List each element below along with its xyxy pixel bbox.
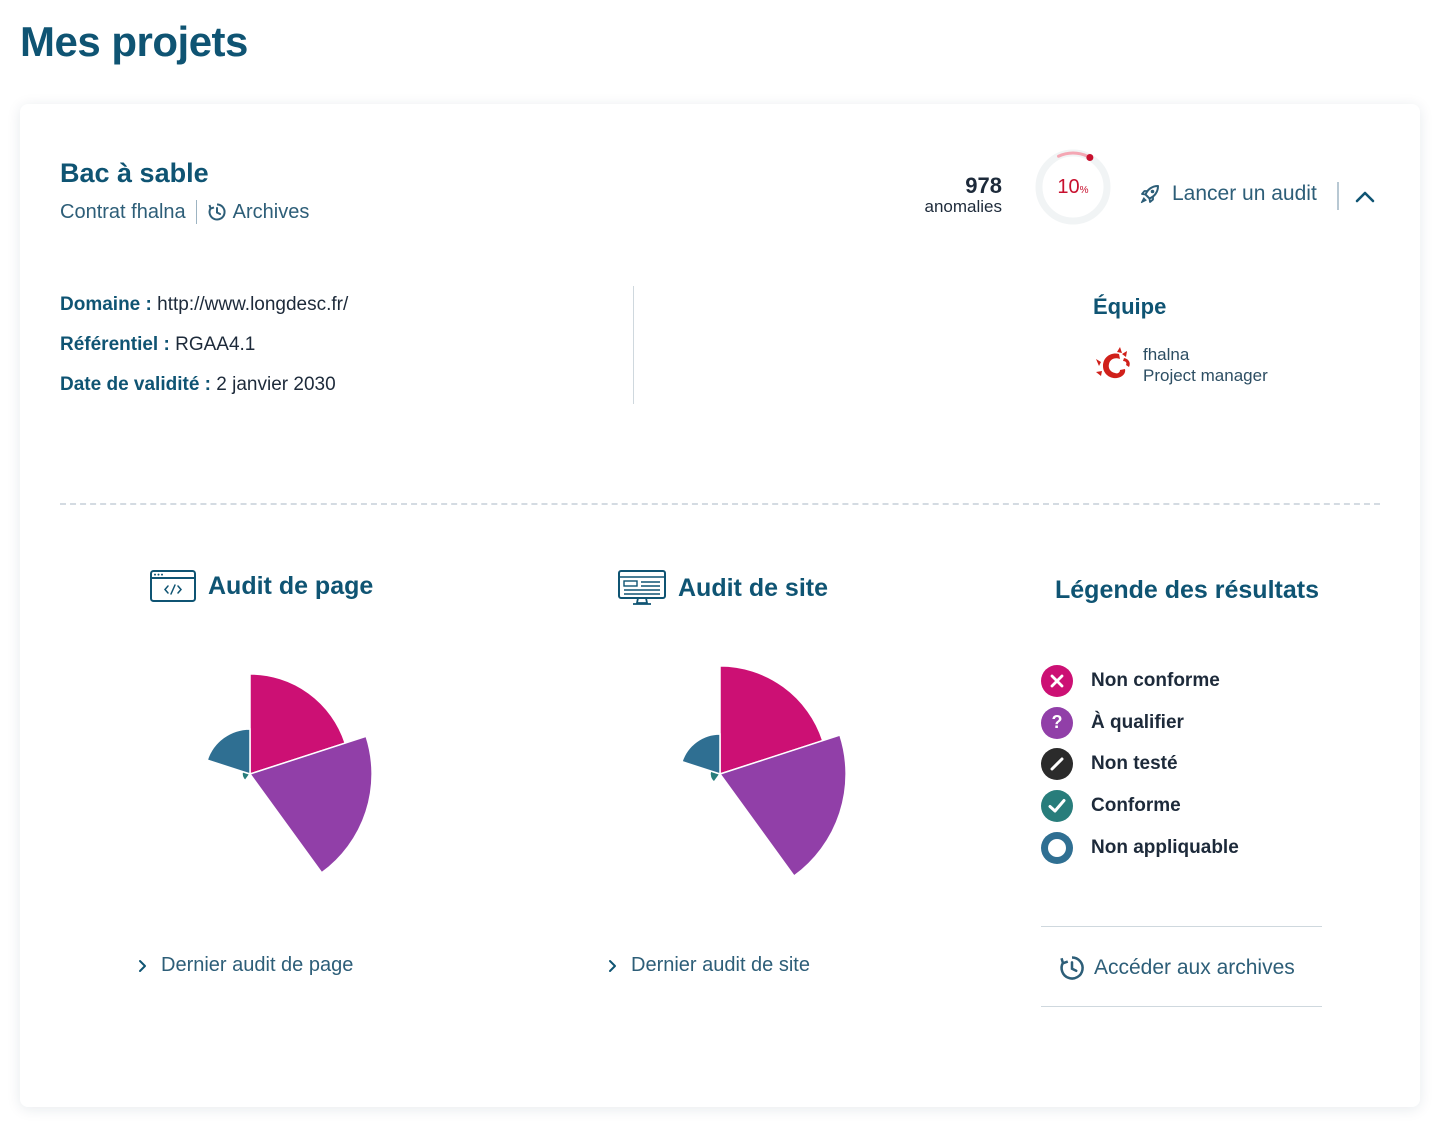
code-window-icon [150, 570, 196, 602]
slash-icon [1041, 748, 1073, 781]
referential-row: Référentiel : RGAA4.1 [60, 330, 348, 370]
monitor-icon [618, 570, 666, 605]
results-legend: Non conforme ? À qualifier Non testé Con… [1041, 660, 1239, 869]
referential-label: Référentiel : [60, 334, 170, 355]
progress-unit: % [1079, 184, 1089, 196]
member-role: Project manager [1143, 366, 1268, 385]
team-member: fhalna Project manager [1093, 344, 1268, 386]
last-site-audit-link[interactable]: Dernier audit de site [608, 954, 810, 977]
project-subline: Contrat fhalna Archives [60, 200, 309, 224]
legend-label: Non conforme [1091, 669, 1220, 691]
progress-gauge: 10% [1030, 144, 1116, 230]
site-audit-chart [680, 665, 847, 878]
chart-slice-non-conforme [249, 673, 347, 776]
legend-title: Légende des résultats [1055, 576, 1319, 604]
progress-percent: 10% [1030, 144, 1116, 230]
project-card: Bac à sable Contrat fhalna Archives 978 … [20, 104, 1420, 1107]
legend-label: Non appliquable [1091, 837, 1239, 859]
project-info: Domaine : http://www.longdesc.fr/ Référe… [60, 290, 348, 410]
collapse-button[interactable] [1350, 182, 1380, 212]
chevron-right-icon [609, 959, 616, 972]
separator [1337, 182, 1339, 210]
anomalies-counter: 978 anomalies [925, 174, 1003, 216]
chart-slice--qualifier [718, 734, 847, 878]
anomalies-label: anomalies [924, 197, 1003, 216]
legend-item-conforme: Conforme [1041, 785, 1239, 827]
anomalies-count: 978 [965, 173, 1002, 198]
project-name: Bac à sable [60, 158, 209, 188]
chevron-up-icon [1355, 191, 1375, 203]
chart-slice-non-appliquable [680, 733, 721, 776]
check-icon [1041, 790, 1073, 823]
access-archives-link[interactable]: Accéder aux archives [1058, 954, 1295, 982]
referential-value: RGAA4.1 [175, 334, 256, 355]
validity-row: Date de validité : 2 janvier 2030 [60, 370, 348, 410]
legend-label: Conforme [1091, 795, 1181, 817]
domain-row: Domaine : http://www.longdesc.fr/ [60, 290, 348, 330]
page-audit-heading: Audit de page [150, 570, 373, 602]
question-icon: ? [1041, 706, 1073, 739]
page-audit-chart [206, 673, 373, 874]
page-title: Mes projets [20, 18, 248, 65]
last-site-audit-label: Dernier audit de site [631, 954, 810, 976]
progress-value: 10 [1057, 175, 1080, 198]
archives-label: Archives [232, 200, 310, 223]
legend-item-a-qualifier: ? À qualifier [1041, 702, 1239, 744]
chart-slice-non-conforme [719, 665, 824, 776]
chevron-right-icon [139, 959, 146, 972]
dashed-divider [60, 503, 1380, 505]
site-audit-title: Audit de site [678, 573, 829, 602]
separator [195, 200, 197, 224]
validity-value: 2 janvier 2030 [216, 374, 336, 395]
access-archives-label: Accéder aux archives [1094, 956, 1295, 979]
vertical-divider [633, 286, 634, 404]
legend-item-non-conforme: Non conforme [1041, 660, 1239, 702]
divider [1041, 1006, 1322, 1007]
page-audit-title: Audit de page [208, 571, 374, 600]
legend-item-non-teste: Non testé [1041, 744, 1239, 786]
contract-label: Contrat fhalna [60, 200, 186, 223]
domain-value: http://www.longdesc.fr/ [157, 294, 349, 315]
cross-icon [1041, 664, 1073, 697]
legend-label: Non testé [1091, 753, 1178, 775]
rocket-icon [1140, 185, 1159, 204]
site-audit-heading: Audit de site [618, 570, 828, 606]
launch-audit-button[interactable]: Lancer un audit [1138, 182, 1317, 206]
last-page-audit-link[interactable]: Dernier audit de page [138, 954, 353, 977]
ring-icon [1041, 832, 1073, 865]
history-icon [208, 203, 226, 221]
launch-audit-label: Lancer un audit [1172, 182, 1317, 205]
history-icon [1060, 956, 1084, 980]
dragon-avatar-icon [1096, 347, 1130, 379]
last-page-audit-label: Dernier audit de page [161, 954, 354, 976]
legend-item-non-applicable: Non appliquable [1041, 827, 1239, 869]
legend-label: À qualifier [1091, 711, 1184, 733]
team-title: Équipe [1093, 294, 1167, 319]
chart-slice-non-appliquable [206, 728, 251, 776]
validity-label: Date de validité : [60, 374, 211, 395]
divider [1041, 926, 1322, 927]
member-name: fhalna [1143, 345, 1190, 364]
chart-slice--qualifier [248, 735, 373, 874]
domain-label: Domaine : [60, 294, 152, 315]
archives-link[interactable]: Archives [207, 200, 310, 224]
